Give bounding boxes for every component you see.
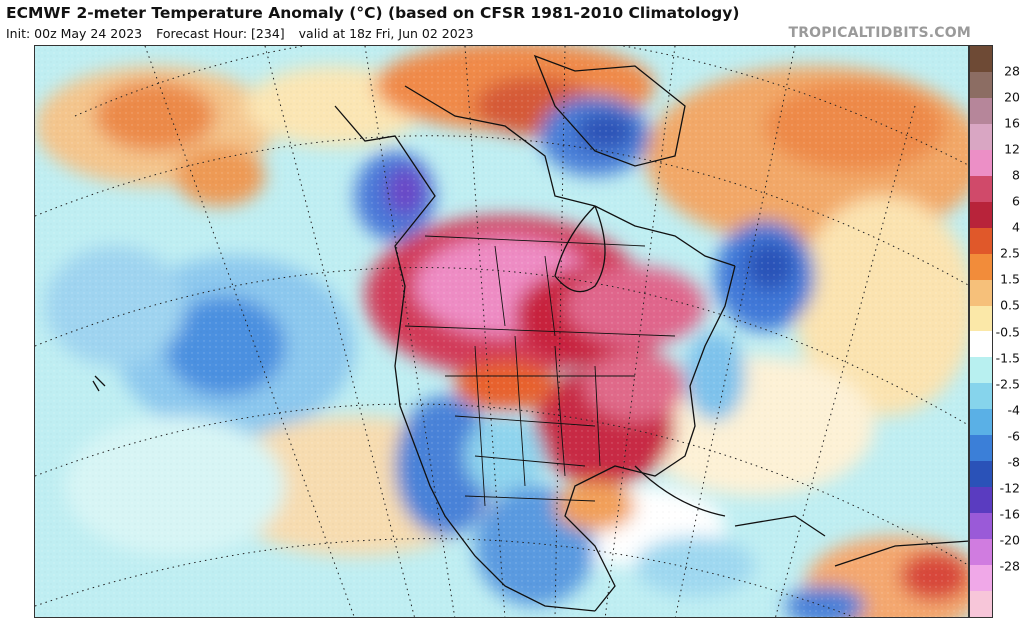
colorbar-label: -6 (1007, 428, 1020, 444)
colorbar-segment (970, 227, 992, 254)
colorbar-label: -16 (999, 506, 1020, 522)
colorbar-label: -1.5 (995, 350, 1020, 366)
anomaly-map[interactable] (34, 45, 969, 618)
colorbar-segment (970, 409, 992, 436)
colorbar-segment (970, 487, 992, 514)
colorbar-label: -20 (999, 532, 1020, 548)
colorbar-segment (970, 71, 992, 98)
run-info: Init: 00z May 24 2023 Forecast Hour: [23… (6, 26, 484, 41)
colorbar-label: -28 (999, 558, 1020, 574)
colorbar-label: 4 (1012, 219, 1020, 235)
colorbar-segment (970, 97, 992, 124)
forecast-hour: Forecast Hour: [234] (156, 26, 285, 41)
colorbar-label: 16 (1004, 115, 1020, 131)
colorbar-label: -4 (1007, 402, 1020, 418)
map-canvas (35, 46, 968, 617)
coastlines (92, 54, 968, 612)
colorbar-segment (970, 383, 992, 410)
colorbar-segment (970, 123, 992, 150)
colorbar-label: 8 (1012, 167, 1020, 183)
colorbar-segment (970, 435, 992, 462)
site-brand: TROPICALTIDBITS.COM (788, 25, 971, 41)
colorbar-label: -2.5 (995, 376, 1020, 392)
colorbar-segment (970, 279, 992, 306)
colorbar-segment (970, 175, 992, 202)
graticule (35, 46, 968, 617)
colorbar-segment (970, 513, 992, 540)
colorbar-label: 0.5 (1000, 297, 1020, 313)
colorbar-label: -0.5 (995, 324, 1020, 339)
colorbar-label: -8 (1007, 454, 1020, 470)
colorbar-label: 12 (1004, 141, 1020, 157)
colorbar (969, 45, 993, 618)
colorbar-label: 6 (1012, 193, 1020, 209)
texture-overlay (35, 46, 968, 617)
colorbar-segment (970, 461, 992, 488)
colorbar-labels: 28 20 16 12 8 6 4 2.5 1.5 0.5 -0.5 -1.5 -2.5 -4 -6 -8 -1… (996, 45, 1024, 618)
colorbar-label: 2.5 (1000, 245, 1020, 261)
colorbar-segment (970, 565, 992, 592)
valid-time: valid at 18z Fri, Jun 02 2023 (298, 26, 474, 41)
init-time: Init: 00z May 24 2023 (6, 26, 143, 41)
colorbar-segment (970, 331, 992, 358)
colorbar-segment (970, 149, 992, 176)
colorbar-segment (970, 539, 992, 566)
political-borders (404, 235, 676, 507)
colorbar-segment (970, 46, 992, 72)
colorbar-label: 28 (1004, 63, 1020, 79)
chart-title: ECMWF 2-meter Temperature Anomaly (°C) (… (6, 4, 740, 22)
colorbar-label: -12 (999, 480, 1020, 496)
colorbar-segment (970, 201, 992, 228)
colorbar-segment (970, 305, 992, 332)
colorbar-segment (970, 253, 992, 280)
colorbar-segment (970, 591, 992, 617)
colorbar-label: 20 (1004, 89, 1020, 105)
colorbar-segment (970, 357, 992, 384)
colorbar-label: 1.5 (1000, 271, 1020, 287)
